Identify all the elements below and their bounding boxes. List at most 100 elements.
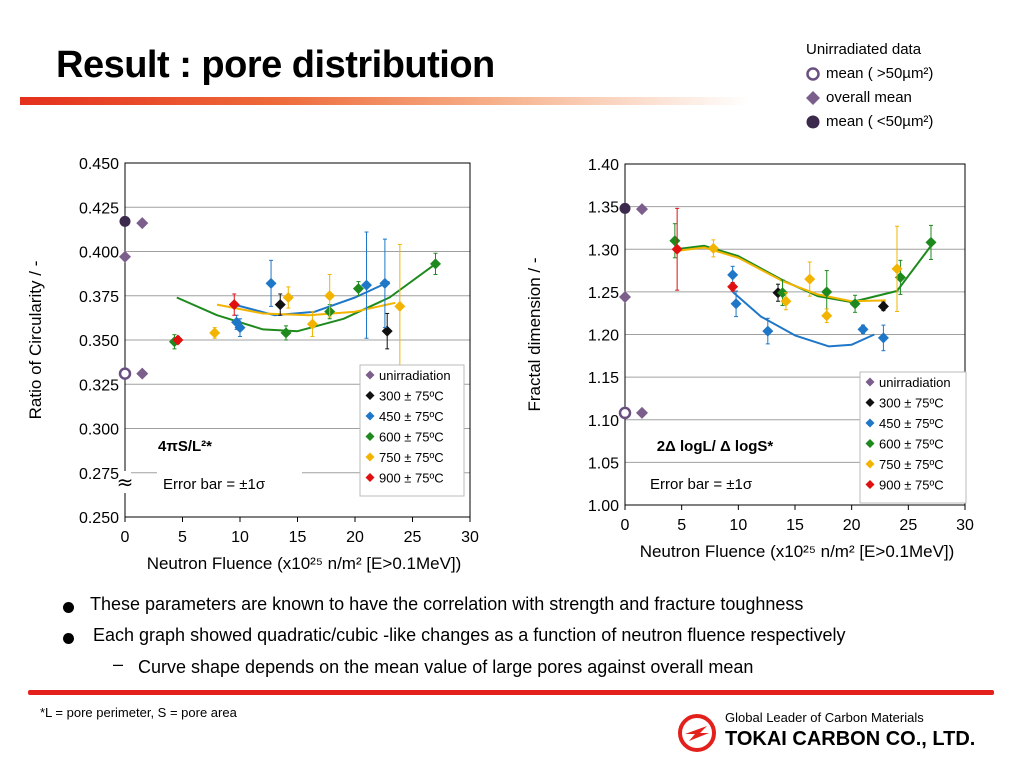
y-tick-label: 0.375 — [79, 289, 119, 306]
unirradiated-legend-header: Unirradiated data — [806, 41, 922, 58]
legend-label: 600 ± 75ºC — [879, 437, 944, 452]
y-tick-label: 1.30 — [588, 242, 619, 259]
formula-label: 2Δ logL/ Δ logS* — [657, 438, 774, 455]
legend-label: unirradiation — [879, 375, 951, 390]
error-note-label: Error bar = ±1σ — [650, 476, 753, 493]
data-point-450 — [730, 298, 742, 310]
legend-label: 750 ± 75ºC — [379, 450, 444, 465]
x-tick-label: 10 — [231, 529, 249, 546]
data-point-450 — [877, 332, 889, 344]
dash-icon: – — [113, 654, 124, 674]
trend-curve — [675, 246, 886, 303]
legend-marker-unirradiation — [865, 377, 875, 387]
unirradiated-mean-small-point — [119, 215, 131, 227]
trend-curve — [216, 301, 396, 317]
error-note-label: Error bar = ±1σ — [163, 476, 266, 493]
unirradiated-overall-mean-point — [136, 217, 149, 230]
data-point-900 — [671, 243, 683, 255]
unirradiated-mean-small-point — [619, 202, 631, 214]
legend-marker-600 — [865, 439, 875, 448]
legend-marker-unirradiation — [365, 370, 375, 380]
data-point-900 — [172, 334, 184, 346]
company-name: TOKAI CARBON CO., LTD. — [725, 728, 976, 750]
axis-break-bg — [119, 471, 131, 493]
formula-bg — [140, 432, 230, 458]
y-tick-label: 0.400 — [79, 245, 119, 262]
data-point-600 — [925, 236, 937, 248]
bullet-item: These parameters are known to have the c… — [63, 594, 804, 615]
x-tick-label: 20 — [346, 529, 364, 546]
bullet-text: Curve shape depends on the mean value of… — [138, 657, 754, 677]
legend-label: 300 ± 75ºC — [379, 389, 444, 404]
bullet-text: Each graph showed quadratic/cubic -like … — [93, 625, 846, 645]
data-point-600 — [669, 235, 681, 247]
legend-item-mean-small: mean ( <50µm²) — [800, 110, 933, 134]
data-point-900 — [228, 299, 240, 311]
y-tick-label: 0.300 — [79, 422, 119, 439]
data-point-450 — [234, 322, 246, 334]
y-tick-label: 0.275 — [79, 466, 119, 483]
company-logo-icon — [678, 714, 716, 752]
data-point-600 — [894, 271, 906, 283]
page-title: Result : pore distribution — [56, 44, 495, 86]
legend-label: unirradiation — [379, 368, 451, 383]
y-axis-label: Ratio of Circularity / - — [26, 261, 45, 420]
x-tick-label: 0 — [621, 517, 630, 534]
unirradiated-mean-large-point — [118, 367, 132, 380]
trend-curve — [732, 291, 875, 348]
y-tick-label: 0.325 — [79, 377, 119, 394]
title-underline — [20, 97, 750, 105]
data-point-300 — [274, 299, 286, 311]
x-tick-label: 5 — [178, 529, 187, 546]
y-tick-label: 1.15 — [588, 370, 619, 387]
legend-label: 300 ± 75ºC — [879, 396, 944, 411]
legend-marker-750 — [865, 459, 875, 469]
unirradiated-overall-mean-point — [636, 203, 648, 216]
data-point-450 — [727, 269, 739, 281]
data-point-450 — [361, 279, 372, 291]
data-point-750 — [707, 242, 719, 254]
bullet-text: These parameters are known to have the c… — [90, 594, 804, 614]
legend-label: mean ( >50µm²) — [826, 65, 934, 82]
diamond-icon — [800, 90, 826, 106]
x-tick-label: 5 — [677, 517, 686, 534]
legend-label: 900 ± 75ºC — [879, 478, 944, 493]
legend-box — [359, 364, 465, 497]
fractal-dimension-chart: 1.00 1.05 1.10 1.15 1.20 1.25 1.30 1.35 1.40 0 5 10… — [525, 157, 974, 561]
data-point-750 — [282, 292, 294, 304]
data-point-750 — [804, 273, 816, 285]
x-tick-label: 20 — [843, 517, 861, 534]
legend-box — [859, 371, 967, 504]
legend-label: mean ( <50µm²) — [826, 113, 934, 130]
legend-label: 450 ± 75ºC — [879, 416, 944, 431]
x-axis-label: Neutron Fluence (x10²⁵ n/m² [E>0.1MeV]) — [640, 542, 955, 561]
bullet-icon — [63, 633, 74, 644]
unirradiated-mean-large-point — [618, 406, 632, 420]
filled-circle-icon — [800, 114, 826, 130]
x-tick-label: 0 — [121, 529, 130, 546]
data-point-450 — [857, 323, 869, 335]
legend-marker-600 — [365, 432, 375, 441]
open-circle-icon — [800, 66, 826, 82]
data-point-750 — [209, 327, 221, 339]
x-tick-label: 25 — [899, 517, 917, 534]
unirradiated-overall-mean-point — [619, 290, 631, 303]
y-tick-label: 1.20 — [588, 328, 619, 345]
y-tick-label: 1.10 — [588, 413, 619, 430]
y-tick-label: 1.00 — [588, 498, 619, 515]
legend-label: 900 ± 75ºC — [379, 471, 444, 486]
data-point-450 — [762, 325, 774, 337]
legend-marker-900 — [865, 480, 875, 489]
x-tick-label: 30 — [461, 529, 479, 546]
circularity-chart: 0.250 0.275 0.300 0.325 0.350 0.375 0.400 0.425… — [26, 156, 479, 573]
x-tick-label: 10 — [729, 517, 747, 534]
unirradiated-overall-mean-point — [119, 250, 131, 263]
axis-break-icon: ≈ — [117, 470, 134, 494]
data-point-600 — [280, 327, 292, 339]
data-point-750 — [780, 295, 792, 307]
legend-marker-300 — [865, 398, 875, 407]
legend-label: 450 ± 75ºC — [379, 409, 444, 424]
sub-bullet-item: – Curve shape depends on the mean value … — [113, 654, 754, 678]
bullet-icon — [63, 602, 74, 613]
legend-marker-300 — [365, 391, 375, 400]
